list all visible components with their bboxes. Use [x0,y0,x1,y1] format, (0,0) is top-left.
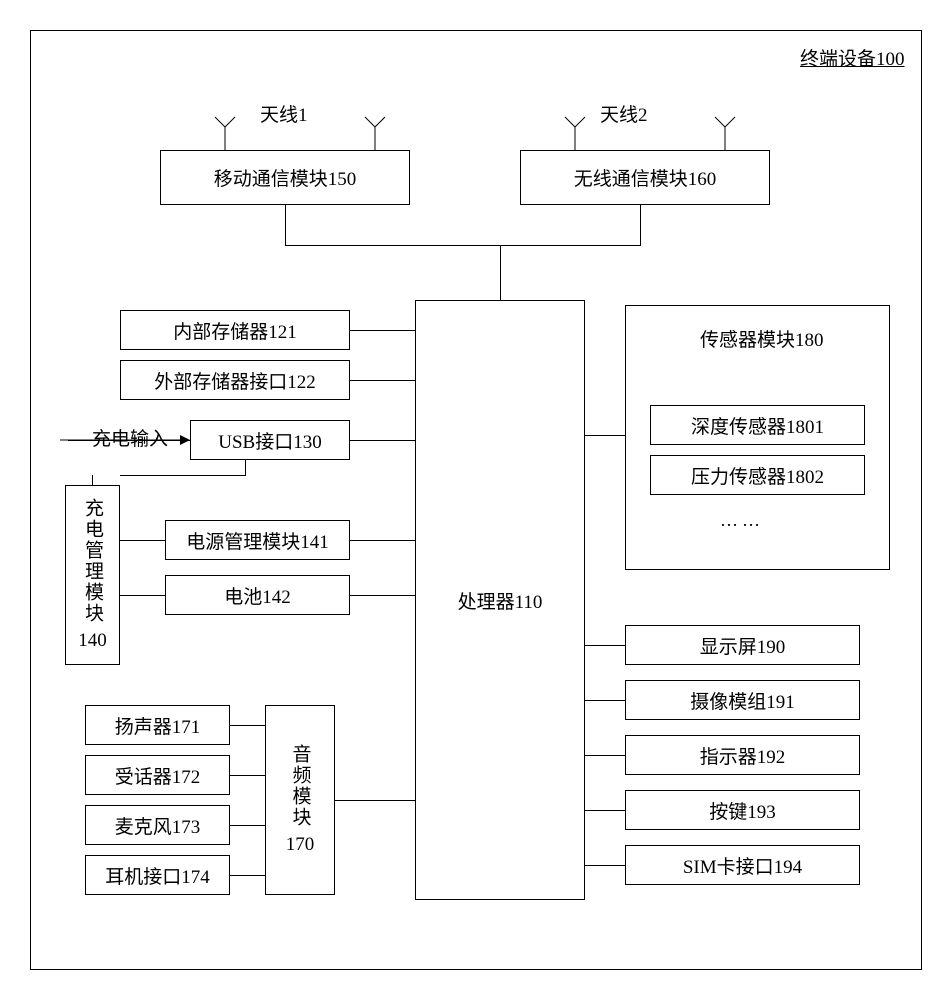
wireless-comm-block: 无线通信模块160 [520,150,770,205]
connector-line [230,775,265,776]
antenna-icon [710,115,740,151]
connector-line [350,595,415,596]
keys-block: 按键193 [625,790,860,830]
internal-mem-block: 内部存储器121 [120,310,350,350]
connector-line [285,205,286,245]
audio-label: 音频模块 [287,744,314,828]
connector-line [245,460,246,476]
charge-mgmt-block: 充电管理模块 140 [65,485,120,665]
connector-line [585,435,625,436]
audio-num: 170 [286,834,315,856]
connector-line [585,755,625,756]
connector-line [585,700,625,701]
earphone-block: 耳机接口174 [85,855,230,895]
connector-line [120,475,245,476]
connector-line [285,245,501,246]
connector-line [500,245,501,300]
connector-line [120,595,165,596]
connector-line [92,475,93,485]
speaker-block: 扬声器171 [85,705,230,745]
power-mgmt-block: 电源管理模块141 [165,520,350,560]
depth-sensor-block: 深度传感器1801 [650,405,865,445]
camera-block: 摄像模组191 [625,680,860,720]
charge-mgmt-label: 充电管理模块 [79,498,106,624]
connector-line [230,825,265,826]
charge-mgmt-num: 140 [78,630,107,652]
connector-line [640,205,641,245]
mic-block: 麦克风173 [85,805,230,845]
connector-line [585,865,625,866]
antenna-icon [210,115,240,151]
antenna2-label: 天线2 [600,100,648,127]
audio-block: 音频模块 170 [265,705,335,895]
diagram-title: 终端设备100 [800,44,905,71]
connector-line [350,330,415,331]
connector-line [230,725,265,726]
external-mem-block: 外部存储器接口122 [120,360,350,400]
connector-line [335,800,415,801]
connector-line [120,540,165,541]
sensor-ellipsis: …… [720,510,764,531]
battery-block: 电池142 [165,575,350,615]
connector-line [230,875,265,876]
processor-block: 处理器110 [415,300,585,900]
connector-line [350,380,415,381]
connector-line [585,810,625,811]
antenna-icon [360,115,390,151]
mobile-comm-block: 移动通信模块150 [160,150,410,205]
indicator-block: 指示器192 [625,735,860,775]
connector-line [350,440,415,441]
connector-line [585,645,625,646]
sim-block: SIM卡接口194 [625,845,860,885]
pressure-sensor-block: 压力传感器1802 [650,455,865,495]
antenna-icon [560,115,590,151]
antenna1-label: 天线1 [260,100,308,127]
connector-line [500,245,641,246]
usb-block: USB接口130 [190,420,350,460]
connector-line [350,540,415,541]
sensor-module-title: 传感器模块180 [700,325,824,352]
display-block: 显示屏190 [625,625,860,665]
receiver-block: 受话器172 [85,755,230,795]
connector-line [68,440,190,441]
